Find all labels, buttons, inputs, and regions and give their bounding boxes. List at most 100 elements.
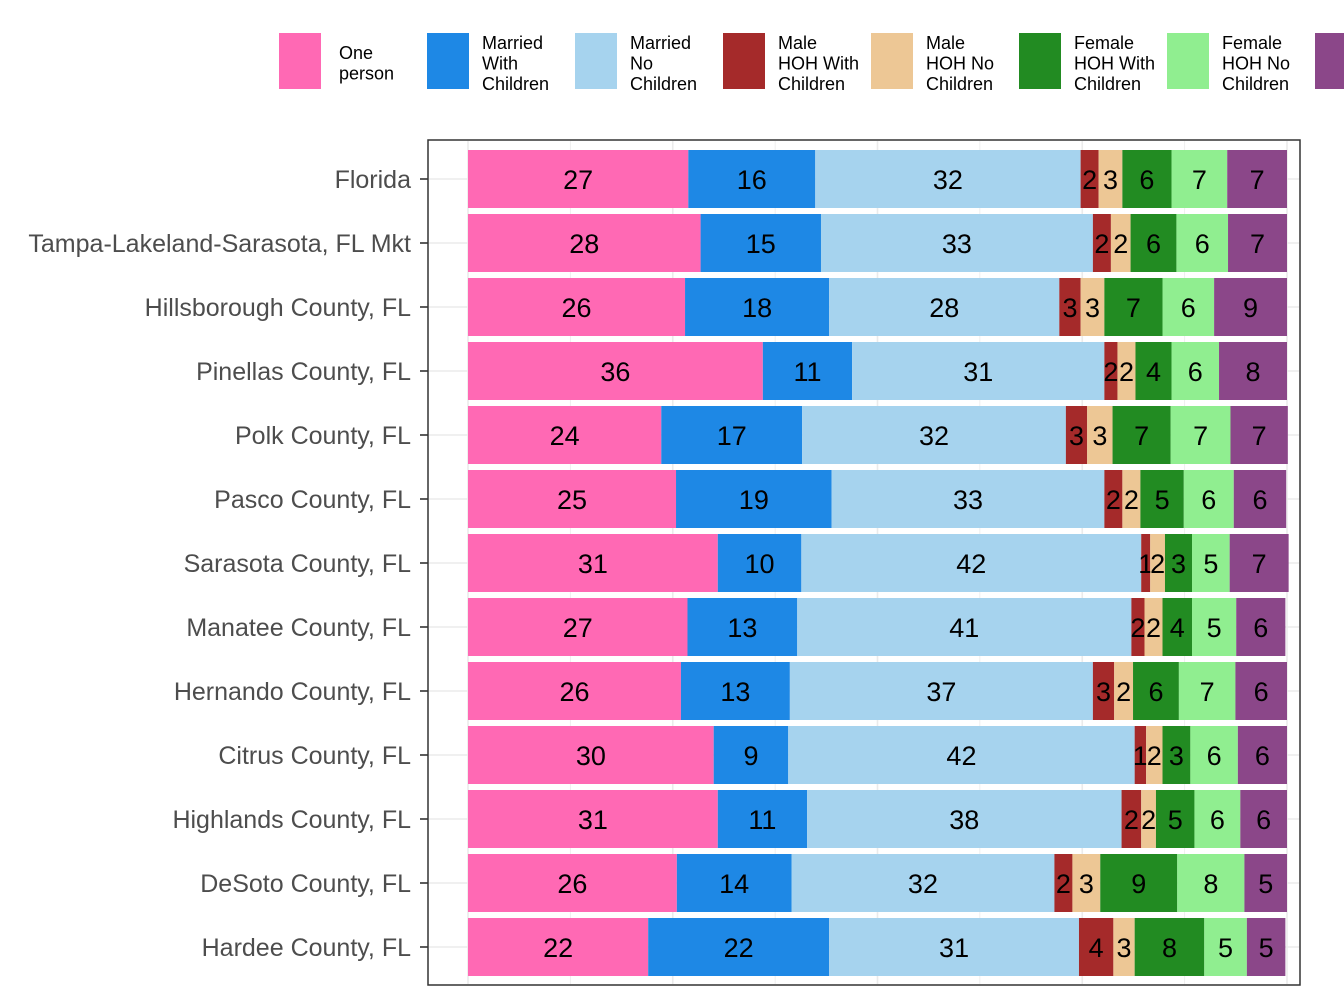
bar-segment-female-hoh-with-children bbox=[1155, 790, 1195, 848]
bar-row-pasco-county-fl: 25 19 33 2 2 5 6 6 bbox=[468, 470, 1287, 528]
data-label: 2 bbox=[1082, 165, 1097, 195]
data-label: 3 bbox=[1092, 421, 1107, 451]
bar-segment-male-hoh-with-children bbox=[1121, 790, 1142, 848]
bar-segment-male-hoh-with-children bbox=[1141, 534, 1151, 592]
data-label: 6 bbox=[1255, 741, 1270, 771]
data-label: 36 bbox=[600, 357, 630, 387]
data-label: 32 bbox=[933, 165, 963, 195]
legend-label: Female bbox=[1222, 33, 1282, 53]
bar-segment-female-hoh-no-children bbox=[1194, 790, 1241, 848]
bar-segment-one-person bbox=[468, 918, 649, 976]
data-label: 2 bbox=[1106, 485, 1121, 515]
bar-segment-married-no-children bbox=[791, 854, 1055, 912]
data-label: 26 bbox=[561, 293, 591, 323]
data-label: 7 bbox=[1193, 421, 1208, 451]
legend-swatch bbox=[427, 33, 469, 89]
legend-label: HOH With bbox=[1074, 54, 1155, 74]
bar-row-polk-county-fl: 24 17 32 3 3 7 7 7 bbox=[468, 406, 1288, 464]
data-label: 5 bbox=[1207, 613, 1222, 643]
data-label: 33 bbox=[953, 485, 983, 515]
bar-segment-male-hoh-no-children bbox=[1072, 854, 1101, 912]
bar-segment-married-with-children bbox=[717, 790, 808, 848]
data-label: 3 bbox=[1079, 869, 1094, 899]
bar-segment-male-hoh-with-children bbox=[1092, 214, 1111, 272]
bar-segment-married-no-children bbox=[807, 790, 1122, 848]
data-label: 4 bbox=[1089, 933, 1104, 963]
data-label: 16 bbox=[737, 165, 767, 195]
data-label: 3 bbox=[1103, 165, 1118, 195]
legend-label: Male bbox=[778, 33, 817, 53]
bar-segment-male-hoh-no-children bbox=[1110, 214, 1131, 272]
bar-segment-married-no-children bbox=[789, 662, 1093, 720]
data-label: 7 bbox=[1200, 677, 1215, 707]
data-label: 3 bbox=[1169, 741, 1184, 771]
legend-label: With bbox=[482, 54, 518, 74]
bar-segment-one-person bbox=[468, 662, 681, 720]
bar-segment-male-hoh-with-children bbox=[1131, 598, 1145, 656]
bar-segment-female-hoh-with-children bbox=[1135, 342, 1172, 400]
data-label: 2 bbox=[1141, 805, 1156, 835]
bar-row-hernando-county-fl: 26 13 37 3 2 6 7 6 bbox=[468, 662, 1287, 720]
data-label: 31 bbox=[578, 805, 608, 835]
data-label: 3 bbox=[1117, 933, 1132, 963]
bar-segment-female-hoh-no-children bbox=[1171, 150, 1228, 208]
data-label: 27 bbox=[563, 613, 593, 643]
bar-segment-other bbox=[1236, 598, 1286, 656]
legend-label: Children bbox=[778, 74, 845, 94]
bar-segment-other bbox=[1228, 214, 1287, 272]
legend-label: Married bbox=[482, 33, 543, 53]
data-label: 28 bbox=[569, 229, 599, 259]
row-label-polk-county-fl: Polk County, FL bbox=[235, 422, 411, 450]
bar-segment-male-hoh-no-children bbox=[1150, 534, 1165, 592]
data-label: 9 bbox=[743, 741, 758, 771]
bar-segment-male-hoh-no-children bbox=[1114, 662, 1134, 720]
data-label: 26 bbox=[559, 677, 589, 707]
bar-segment-male-hoh-no-children bbox=[1141, 790, 1156, 848]
data-label: 3 bbox=[1062, 293, 1077, 323]
data-label: 5 bbox=[1203, 549, 1218, 579]
data-label: 18 bbox=[742, 293, 772, 323]
data-label: 6 bbox=[1252, 485, 1267, 515]
data-label: 3 bbox=[1085, 293, 1100, 323]
bar-segment-other bbox=[1240, 790, 1287, 848]
data-label: 13 bbox=[727, 613, 757, 643]
bar-segment-married-with-children bbox=[762, 342, 853, 400]
bar-segment-one-person bbox=[468, 598, 688, 656]
bar-row-citrus-county-fl: 30 9 42 12 3 6 6 bbox=[468, 726, 1287, 784]
data-label: 6 bbox=[1181, 293, 1196, 323]
legend-label: Male bbox=[926, 33, 965, 53]
bar-segment-female-hoh-with-children bbox=[1164, 534, 1192, 592]
data-label: 14 bbox=[719, 869, 749, 899]
legend-label: No bbox=[630, 54, 653, 74]
bar-segment-male-hoh-no-children bbox=[1146, 726, 1163, 784]
bar-segment-female-hoh-with-children bbox=[1133, 662, 1179, 720]
data-label: 27 bbox=[563, 165, 593, 195]
bar-segment-female-hoh-with-children bbox=[1112, 406, 1171, 464]
data-label: 31 bbox=[963, 357, 993, 387]
legend-label: person bbox=[339, 64, 394, 84]
bar-segment-one-person bbox=[468, 150, 689, 208]
row-label-hillsborough-county-fl: Hillsborough County, FL bbox=[145, 294, 411, 322]
legend-label: Children bbox=[482, 74, 549, 94]
bar-segment-female-hoh-no-children bbox=[1171, 342, 1220, 400]
legend: OnepersonMarriedWithChildrenMarriedNoChi… bbox=[279, 33, 1344, 94]
data-label: 6 bbox=[1201, 485, 1216, 515]
bar-segment-male-hoh-no-children bbox=[1098, 150, 1123, 208]
bar-segment-married-with-children bbox=[676, 854, 792, 912]
data-label: 8 bbox=[1162, 933, 1177, 963]
legend-swatch bbox=[575, 33, 617, 89]
data-label: 31 bbox=[578, 549, 608, 579]
data-label: 5 bbox=[1155, 485, 1170, 515]
data-label: 2 bbox=[1147, 741, 1162, 771]
data-label: 7 bbox=[1252, 549, 1267, 579]
bar-segment-male-hoh-no-children bbox=[1144, 598, 1163, 656]
bar-segment-male-hoh-with-children bbox=[1078, 918, 1114, 976]
row-label-manatee-county-fl: Manatee County, FL bbox=[186, 614, 411, 642]
data-label: 17 bbox=[717, 421, 747, 451]
bar-segment-female-hoh-no-children bbox=[1162, 278, 1215, 336]
data-label: 2 bbox=[1113, 229, 1128, 259]
row-label-pinellas-county-fl: Pinellas County, FL bbox=[196, 358, 411, 386]
